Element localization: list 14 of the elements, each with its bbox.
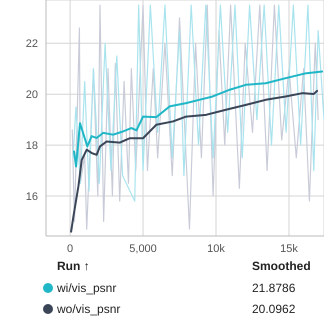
y-tick-label: 20 <box>26 89 38 102</box>
legend-title: Run ↑ <box>57 259 90 273</box>
y-tick-label: 16 <box>26 190 38 203</box>
y-tick-label: 22 <box>26 38 38 50</box>
x-tick-label: 10k <box>207 242 226 255</box>
x-tick-label: 15k <box>280 242 298 255</box>
text: 20.0962 <box>252 301 296 317</box>
x-tick-label: 5,000 <box>129 242 157 255</box>
text: 21.8786 <box>252 280 296 296</box>
legend-label: wi/vis_psnr <box>57 281 116 295</box>
text: Smoothed <box>252 259 311 273</box>
x-tick-label: 0 <box>67 242 74 255</box>
legend-label: wo/vis_psnr <box>57 302 120 316</box>
y-tick-label: 18 <box>26 140 38 152</box>
